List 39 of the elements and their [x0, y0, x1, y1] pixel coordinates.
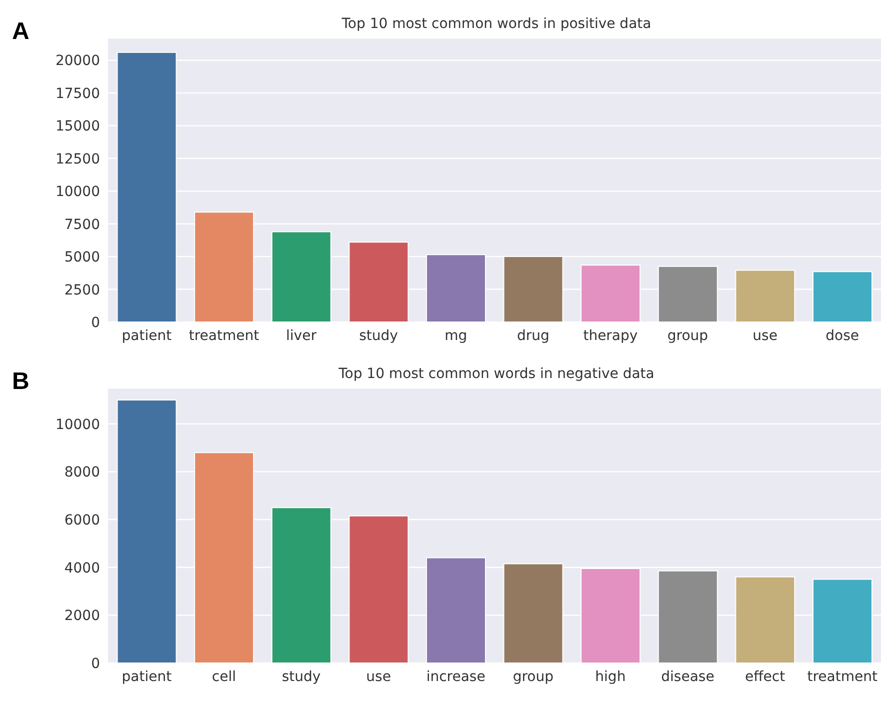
y-tick-label: 10000: [55, 184, 100, 200]
x-tick-label: mg: [444, 328, 468, 344]
chart-title: Top 10 most common words in positive data: [340, 16, 652, 32]
x-tick-label: liver: [286, 328, 317, 344]
text: B: [12, 368, 30, 396]
x-tick-label: study: [282, 668, 321, 685]
x-tick-label: study: [359, 328, 398, 344]
y-tick-label: 12500: [55, 151, 100, 168]
text: A: [12, 18, 30, 46]
y-tick-label: 0: [91, 314, 100, 331]
x-tick-label: treatment: [188, 328, 260, 344]
x-tick-label: increase: [426, 668, 486, 685]
y-tick-label: 7500: [64, 216, 100, 233]
x-tick-label: therapy: [583, 328, 638, 344]
y-tick-label: 2500: [64, 282, 100, 298]
x-tick-label: use: [752, 328, 778, 344]
y-tick-label: 6000: [64, 512, 100, 528]
x-tick-label: drug: [516, 328, 550, 344]
x-tick-label: group: [667, 328, 708, 344]
y-tick-label: 17500: [55, 86, 100, 102]
x-tick-label: group: [512, 668, 554, 685]
x-tick-label: patient: [122, 668, 172, 685]
y-tick-label: 0: [91, 656, 100, 672]
y-tick-label: 4000: [64, 560, 100, 576]
y-tick-label: 8000: [64, 464, 100, 481]
x-tick-label: effect: [745, 668, 786, 685]
x-tick-label: high: [595, 668, 626, 685]
y-tick-label: 10000: [55, 416, 100, 433]
x-tick-label: disease: [661, 668, 714, 685]
chart-title: Top 10 most common words in negative data: [338, 366, 656, 382]
x-tick-label: dose: [826, 328, 860, 344]
y-tick-label: 2000: [64, 608, 100, 624]
x-tick-label: treatment: [807, 668, 878, 685]
x-tick-label: patient: [122, 328, 172, 344]
x-tick-label: use: [366, 668, 391, 685]
y-tick-label: 20000: [55, 53, 100, 70]
y-tick-label: 5000: [64, 250, 100, 266]
y-tick-label: 15000: [55, 118, 100, 135]
x-tick-label: cell: [212, 668, 236, 685]
